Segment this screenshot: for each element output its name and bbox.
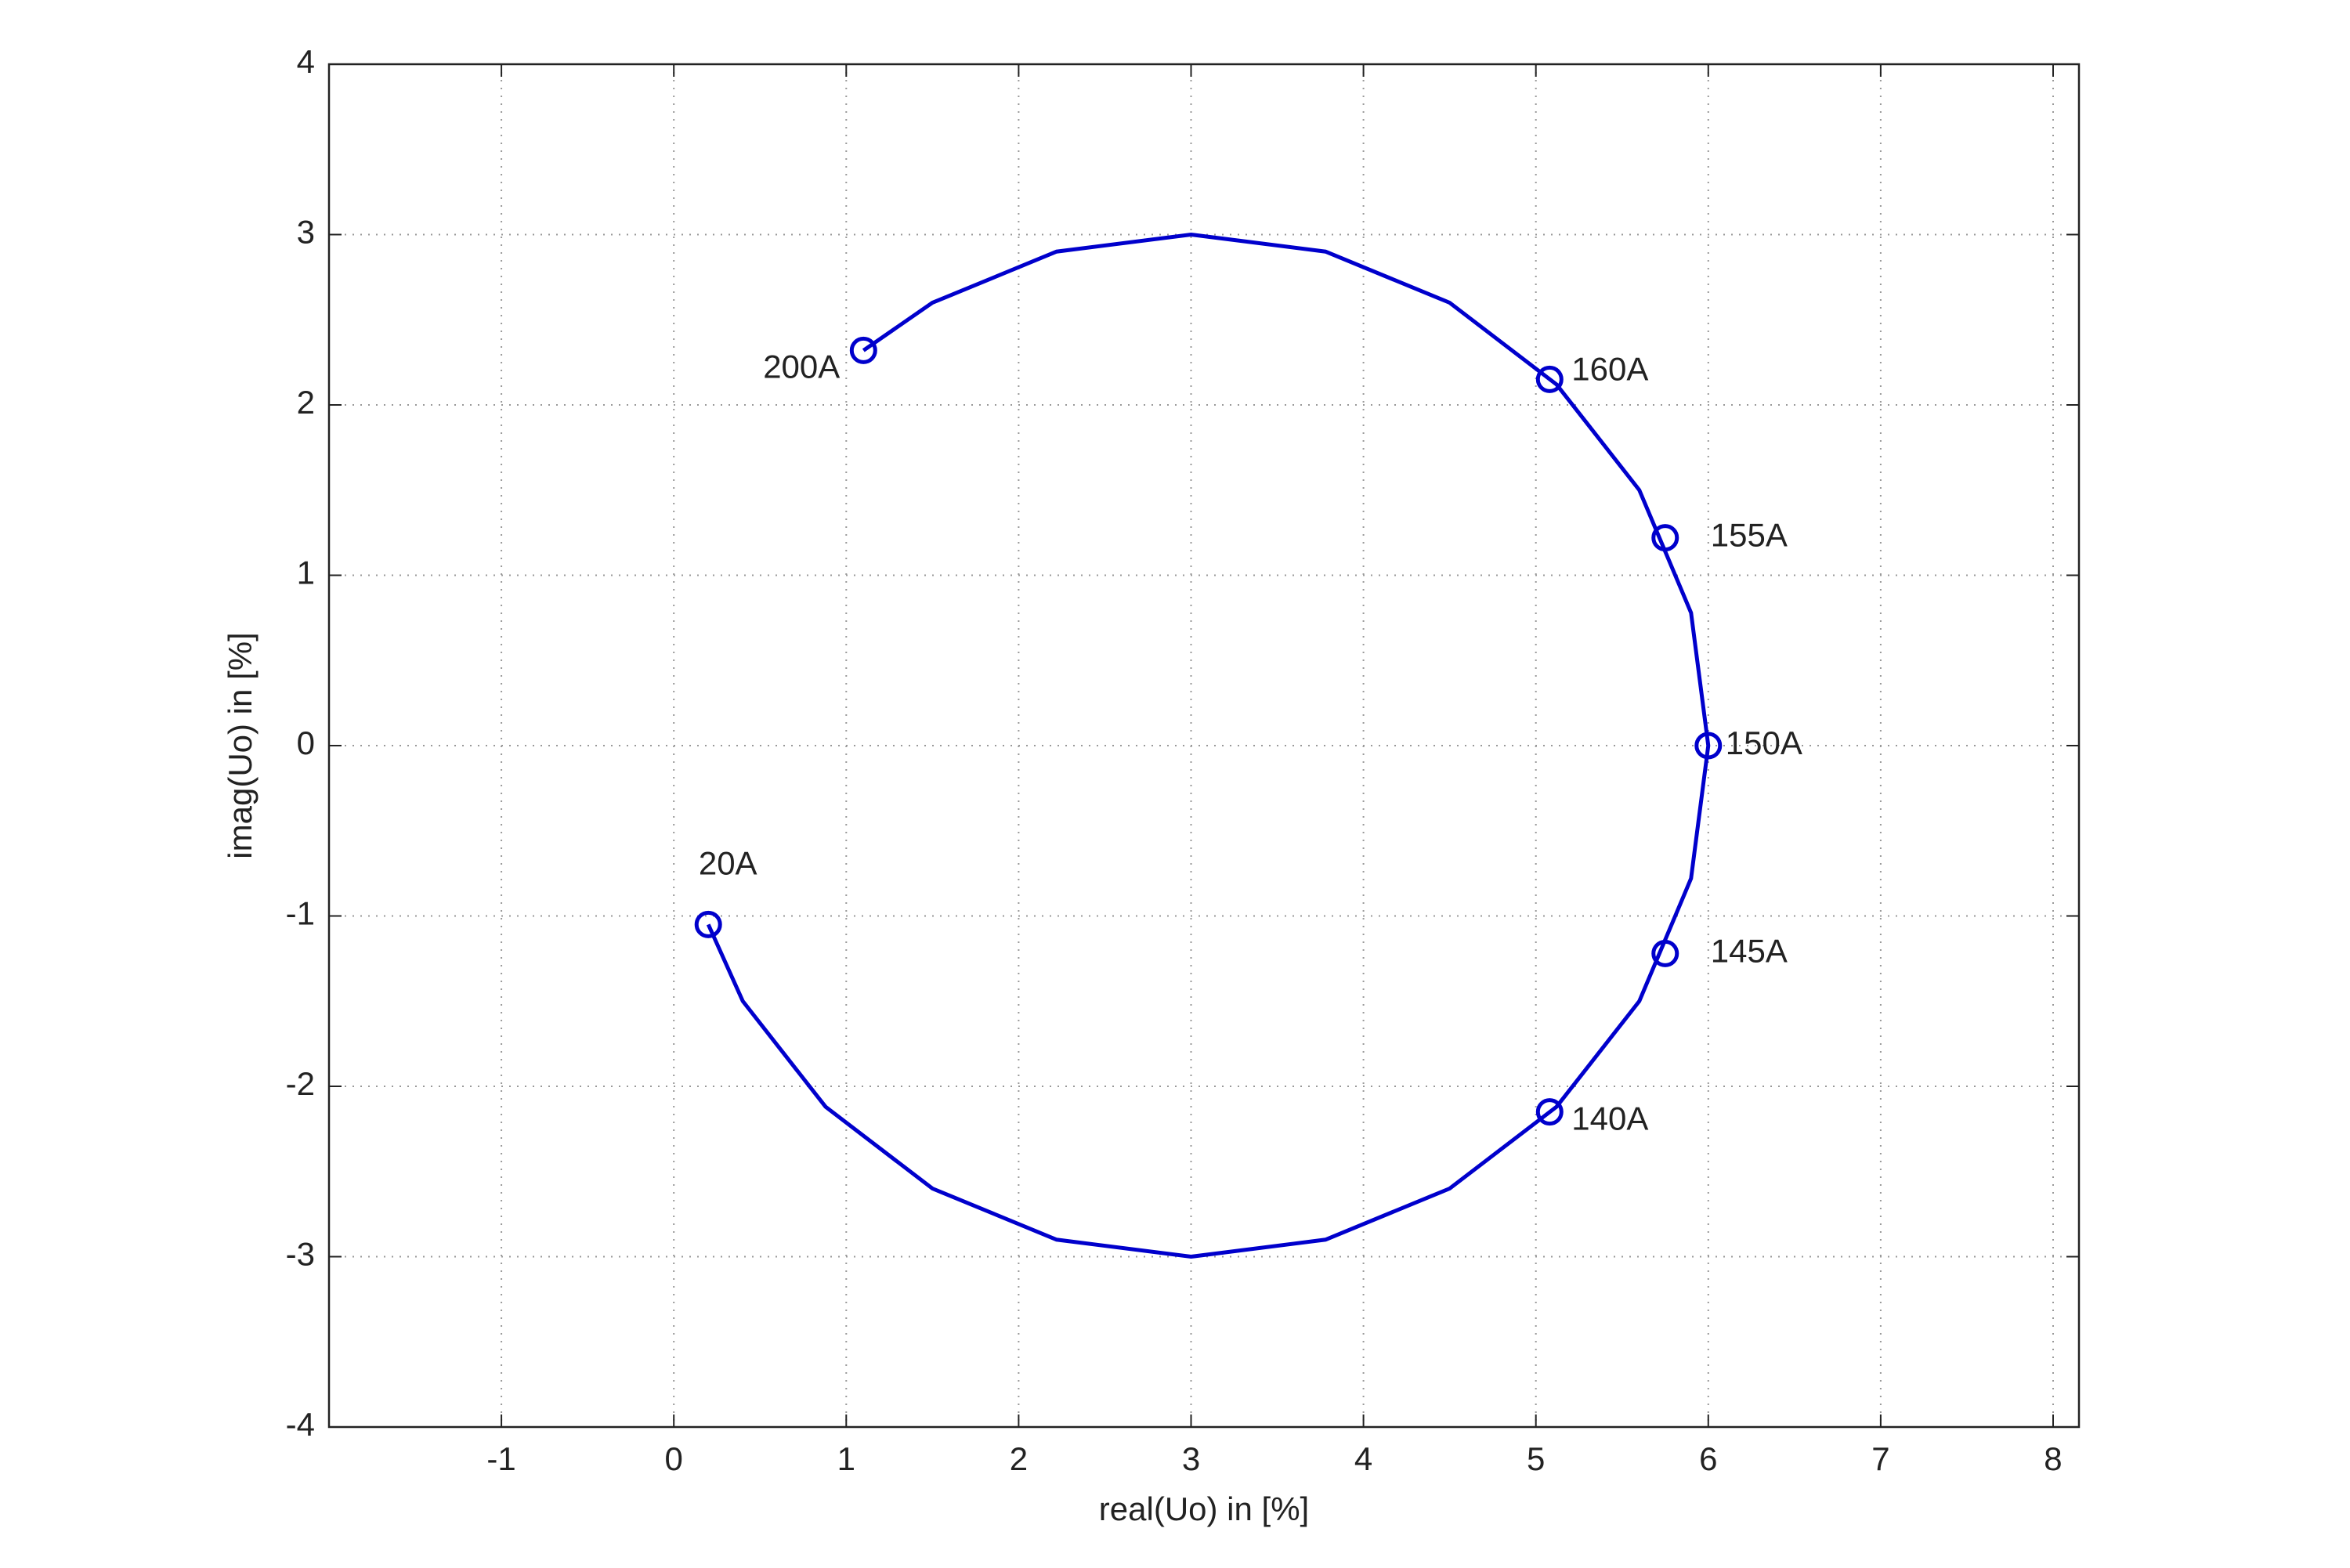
plot-frame: [327, 63, 2081, 1429]
marker: [1535, 1098, 1564, 1126]
y-tick-label: -1: [286, 895, 315, 932]
x-tick-label: 1: [837, 1440, 855, 1477]
point-label: 155A: [1711, 517, 1788, 554]
x-tick-label: 7: [1871, 1440, 1889, 1477]
y-tick-label: 0: [297, 724, 315, 761]
x-tick-label: 6: [1699, 1440, 1717, 1477]
curve: [706, 232, 1711, 1259]
x-tick-label: 3: [1182, 1440, 1200, 1477]
x-tick-label: 8: [2044, 1440, 2062, 1477]
y-tick-label: -2: [286, 1065, 315, 1102]
y-axis-label: imag(Uo) in [%]: [222, 632, 258, 858]
x-tick-label: 2: [1010, 1440, 1028, 1477]
point-label: 150A: [1726, 724, 1802, 761]
marker: [1651, 524, 1679, 552]
x-tick-label: 4: [1354, 1440, 1372, 1477]
y-tick-label: 1: [297, 555, 315, 591]
point-label: 20A: [699, 844, 757, 881]
point-label: 160A: [1571, 350, 1648, 387]
marker: [1651, 939, 1679, 967]
marker: [1535, 365, 1564, 393]
marker: [1694, 732, 1723, 760]
y-tick-label: -3: [286, 1236, 315, 1273]
point-label: 145A: [1711, 932, 1788, 969]
y-tick-label: 3: [297, 214, 315, 251]
y-tick-label: 4: [297, 43, 315, 80]
point-label: 200A: [763, 348, 840, 385]
marker: [849, 336, 877, 364]
x-tick-label: -1: [486, 1440, 515, 1477]
y-tick-label: -4: [286, 1406, 315, 1443]
x-axis-label: real(Uo) in [%]: [1099, 1490, 1309, 1527]
x-tick-label: 0: [665, 1440, 683, 1477]
x-tick-label: 5: [1527, 1440, 1545, 1477]
y-tick-label: 2: [297, 384, 315, 421]
marker: [694, 910, 722, 938]
point-label: 140A: [1571, 1100, 1648, 1137]
